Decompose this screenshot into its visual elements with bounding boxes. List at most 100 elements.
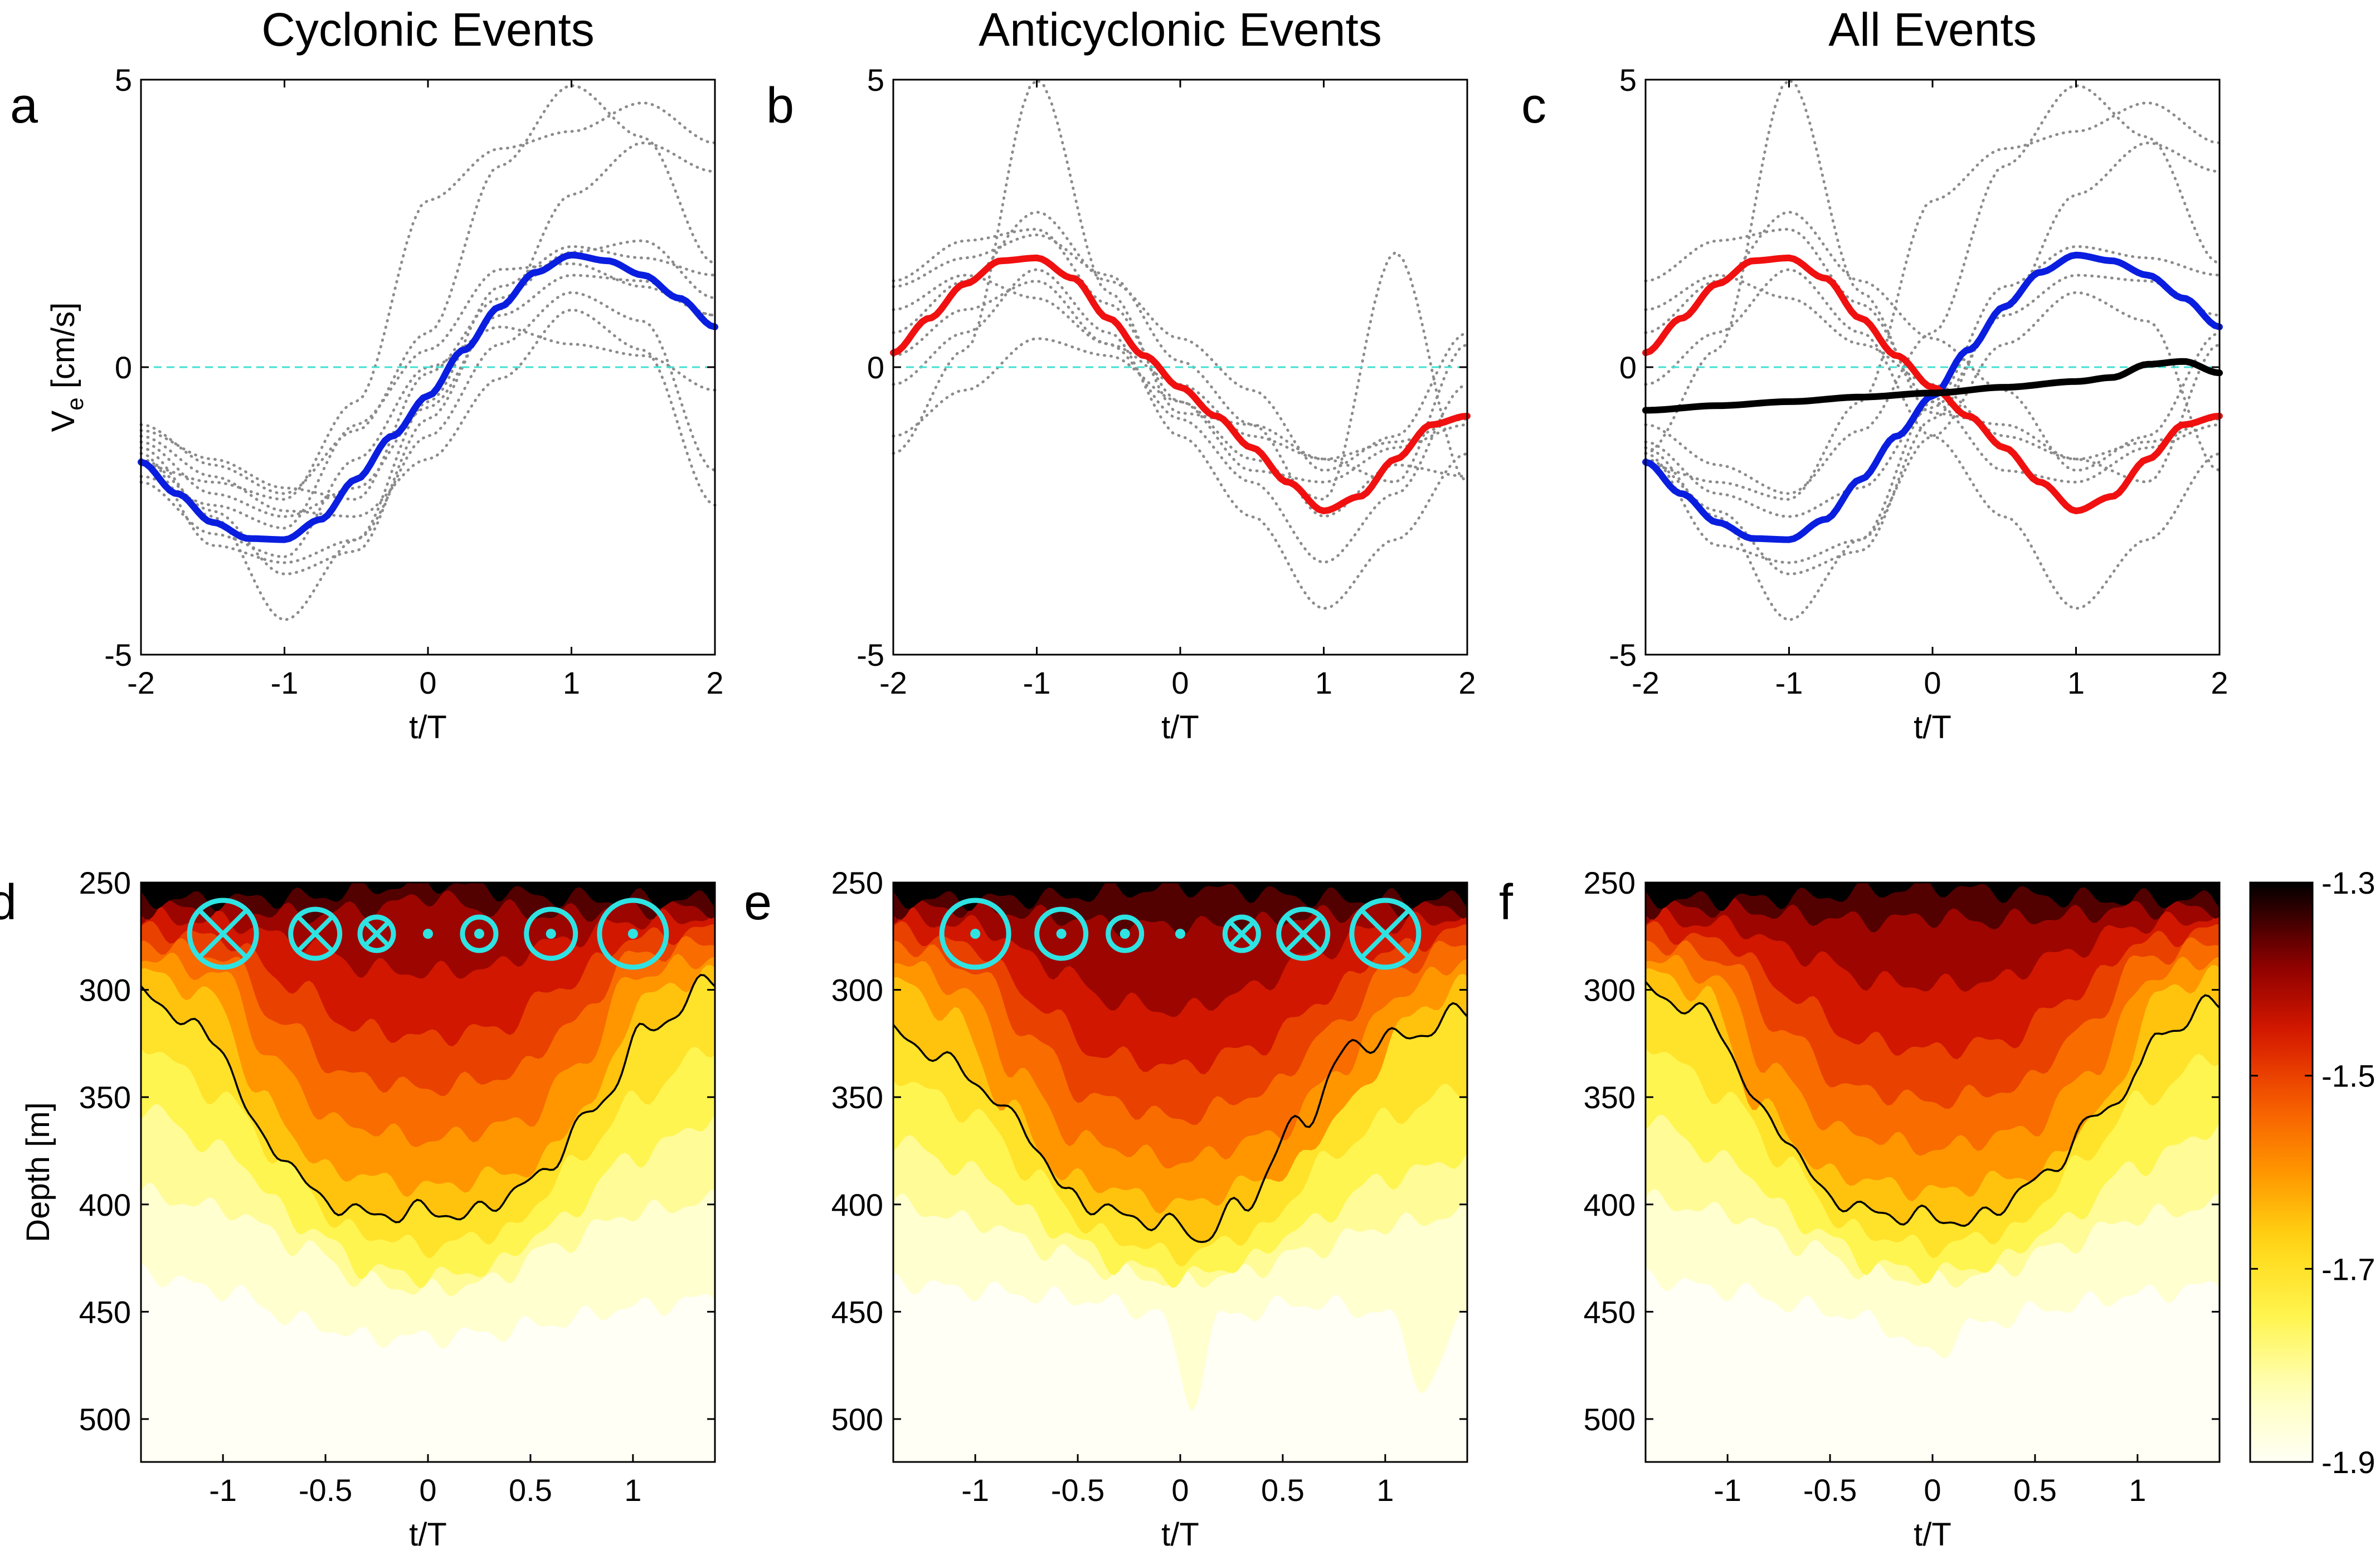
eddy-cross-stroke xyxy=(1284,914,1323,953)
colorbar-tick-label: -1.7 xyxy=(2321,1251,2376,1286)
x-tick-label: 0 xyxy=(1171,665,1189,700)
y-tick-label: 350 xyxy=(831,1080,883,1115)
eddy-center-dot xyxy=(627,929,638,939)
colorbar-tick-label: -1.9 xyxy=(2321,1445,2376,1480)
panel-f: -1 -0.5 0 0.5 1 250 300 350 400 450 500 t/T f xyxy=(1499,865,2221,1553)
background-event-line xyxy=(1644,227,2221,484)
background-event-line xyxy=(892,227,1469,484)
y-tick-label: 250 xyxy=(1584,865,1636,900)
y-tick-label: 5 xyxy=(115,62,132,98)
x-tick-label: -1 xyxy=(961,1473,989,1508)
eddy-circle-dot-symbol xyxy=(524,906,578,961)
x-axis-label: t/T xyxy=(409,709,447,745)
y-tick-label: -5 xyxy=(856,637,884,672)
background-event-line xyxy=(1644,84,2221,495)
eddy-cross-stroke xyxy=(1228,920,1255,948)
y-tick-label: 500 xyxy=(1584,1402,1636,1437)
x-tick-label: 1 xyxy=(563,665,580,700)
x-tick-label: 0 xyxy=(1171,1473,1189,1508)
contour-band xyxy=(141,883,715,911)
eddy-cross-stroke xyxy=(197,908,249,960)
colorbar: -1.3 -1.5 -1.7 -1.9 xyxy=(2249,865,2376,1480)
eddy-circle-dot-symbol xyxy=(1034,906,1089,961)
x-tick-label: 0 xyxy=(1924,1473,1941,1508)
background-event-line xyxy=(1644,141,2221,576)
x-tick-label: 0 xyxy=(419,1473,436,1508)
thick-contour-line xyxy=(1646,981,2220,1227)
background-event-line xyxy=(892,233,1469,518)
x-tick-label: 2 xyxy=(2211,665,2228,700)
contour-band xyxy=(1646,883,2220,992)
contour-band xyxy=(893,883,1467,1017)
panel-label: a xyxy=(10,78,38,134)
mean-series-line xyxy=(138,251,718,543)
x-tick-label: 1 xyxy=(2129,1473,2146,1508)
panel-label: d xyxy=(0,875,17,930)
x-tick-label: 0 xyxy=(419,665,436,700)
eddy-center-dot xyxy=(546,929,556,939)
eddy-cross-stroke xyxy=(1359,908,1411,960)
filled-contours xyxy=(1646,883,2220,1462)
panel-label: f xyxy=(1499,875,1513,930)
mean-series-line xyxy=(1642,254,2223,514)
y-axis-label: Ve [cm/s] xyxy=(45,303,88,432)
background-event-line xyxy=(1644,291,2221,564)
background-event-line xyxy=(1644,274,2221,518)
panel-label: b xyxy=(766,78,794,134)
y-tick-label: 350 xyxy=(79,1080,131,1115)
contour-band xyxy=(893,883,1467,911)
eddy-center-dot xyxy=(970,929,981,939)
filled-contours xyxy=(141,883,715,1462)
y-tick-label: 0 xyxy=(867,350,884,385)
x-tick-label: 2 xyxy=(1458,665,1476,700)
y-tick-label: 400 xyxy=(79,1187,131,1222)
background-event-line xyxy=(139,101,717,501)
colorbar-gradient xyxy=(2250,883,2313,1462)
background-event-line xyxy=(1644,101,2221,501)
x-tick-label: -1 xyxy=(1775,665,1803,700)
x-tick-label: 0.5 xyxy=(509,1473,552,1508)
y-tick-label: 400 xyxy=(1584,1187,1636,1222)
background-event-line xyxy=(139,84,717,495)
colorbar-frame xyxy=(2249,881,2314,1463)
x-tick-label: 0 xyxy=(1924,665,1941,700)
x-tick-label: -1 xyxy=(209,1473,237,1508)
eddy-center-dot xyxy=(1056,929,1067,939)
background-event-line xyxy=(892,279,1469,564)
x-axis-label: t/T xyxy=(1914,1517,1951,1553)
x-tick-label: -2 xyxy=(1632,665,1659,700)
eddy-cross-stroke xyxy=(363,920,391,948)
panel-label: e xyxy=(744,875,772,930)
eddy-dot-symbol xyxy=(1175,929,1185,939)
y-tick-label: 300 xyxy=(79,973,131,1008)
y-tick-label: 350 xyxy=(1584,1080,1636,1115)
colorbar-tick-label: -1.5 xyxy=(2321,1059,2376,1094)
panel-a: -2 -1 0 1 2 5 0 -5 Cyclonic Events t/T a Ve [cm/s] xyxy=(10,3,724,745)
x-tick-label: 0.5 xyxy=(2013,1473,2057,1508)
y-tick-label: 0 xyxy=(115,350,132,385)
y-axis-label: Depth [m] xyxy=(20,1102,56,1242)
x-tick-label: -2 xyxy=(127,665,155,700)
background-event-line xyxy=(892,77,1469,484)
y-tick-label: 250 xyxy=(79,865,131,900)
x-tick-label: 1 xyxy=(2067,665,2085,700)
eddy-cross-symbol xyxy=(1349,898,1422,970)
thick-contour-line xyxy=(893,1002,1467,1243)
panel-label: c xyxy=(1521,78,1546,134)
background-event-line xyxy=(1644,268,2221,611)
thick-contour-line xyxy=(141,974,715,1223)
contour-band xyxy=(1646,883,2220,911)
eddy-cross-symbol xyxy=(1222,914,1261,953)
panel-title: All Events xyxy=(1828,3,2037,56)
background-event-line xyxy=(139,308,717,518)
y-tick-label: 5 xyxy=(867,62,884,98)
x-axis-label: t/T xyxy=(1161,709,1199,745)
x-axis-label: t/T xyxy=(1914,709,1951,745)
eddy-center-dot xyxy=(1120,929,1130,939)
y-tick-label: 300 xyxy=(1584,973,1636,1008)
y-tick-label: 450 xyxy=(831,1294,883,1329)
background-event-line xyxy=(139,245,717,622)
x-tick-label: -2 xyxy=(879,665,907,700)
y-tick-label: -5 xyxy=(1609,637,1637,672)
